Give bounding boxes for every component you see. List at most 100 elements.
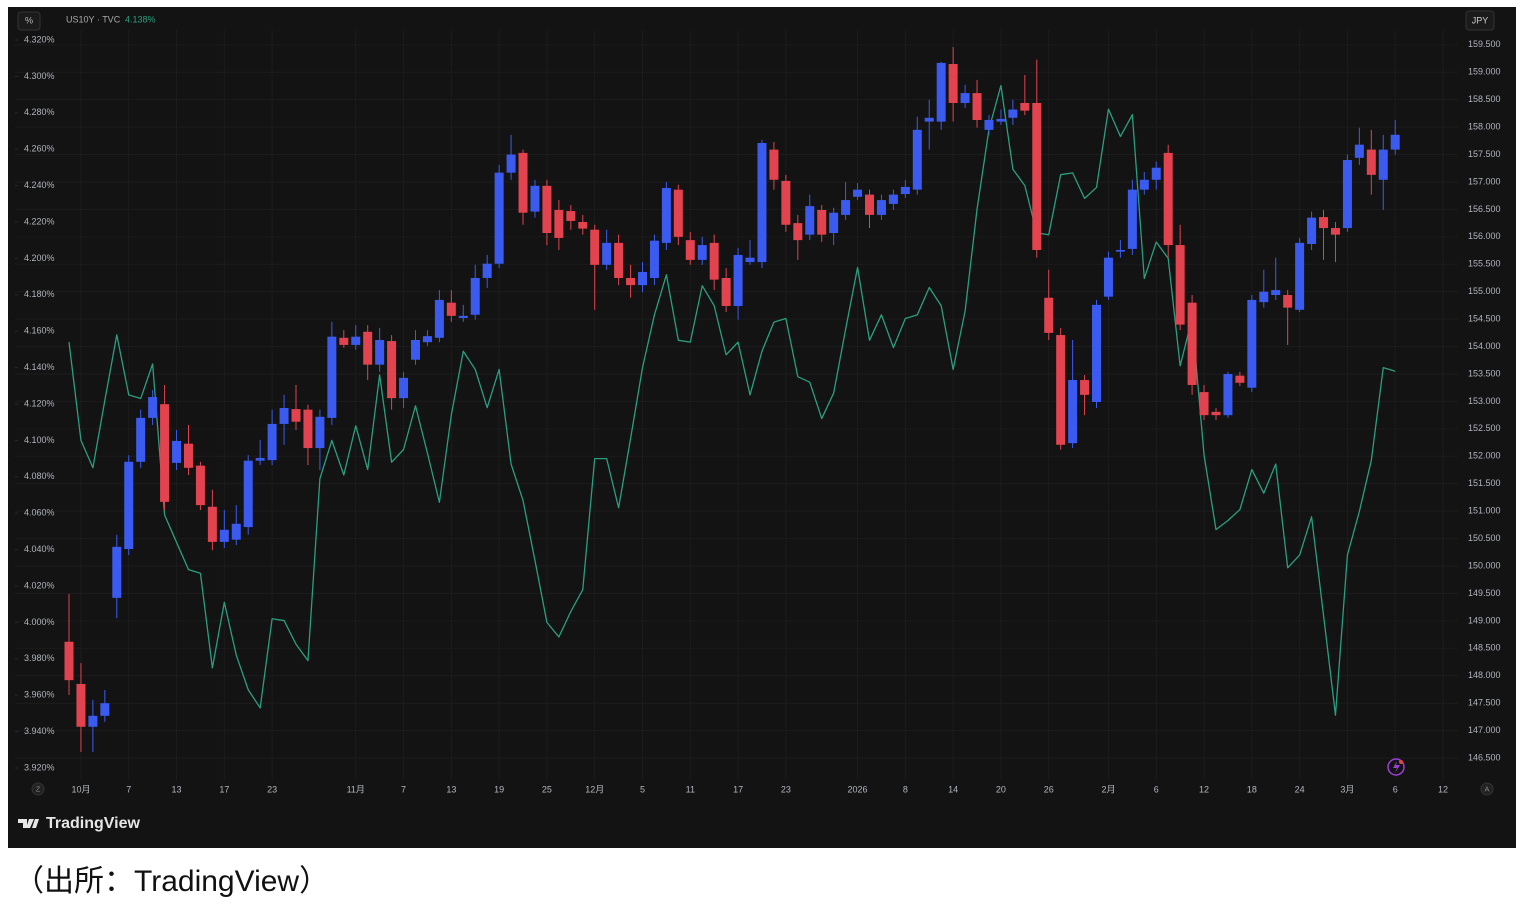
brand-name: TradingView bbox=[46, 815, 141, 832]
y2-tick-label: 147.500 bbox=[1468, 698, 1501, 708]
y2-tick-label: 146.500 bbox=[1468, 752, 1501, 762]
x-tick-label: 6 bbox=[1154, 784, 1159, 794]
candle-body bbox=[530, 185, 540, 212]
chart: % US10Y · TVC 4.138% JPY Z A TradingView… bbox=[15, 10, 1501, 832]
y-tick-label: 3.960% bbox=[24, 690, 55, 700]
y-tick-label: 4.120% bbox=[24, 398, 55, 408]
y2-tick-label: 147.000 bbox=[1468, 725, 1501, 735]
x-tick-label: 2026 bbox=[848, 784, 868, 794]
candle-body bbox=[841, 200, 851, 215]
candle-body bbox=[817, 209, 827, 235]
candle-body bbox=[1259, 291, 1269, 303]
candle-body bbox=[291, 409, 301, 422]
y-tick-label: 4.200% bbox=[24, 253, 55, 263]
x-tick-label: 7 bbox=[126, 784, 131, 794]
candle-body bbox=[243, 460, 253, 528]
brand-logo bbox=[18, 819, 39, 828]
y2-tick-label: 157.000 bbox=[1468, 176, 1501, 186]
candle-body bbox=[1342, 160, 1352, 229]
y-tick-label: 4.300% bbox=[24, 71, 55, 81]
candle-body bbox=[948, 64, 958, 103]
candle-body bbox=[231, 523, 241, 540]
x-tick-label: 24 bbox=[1295, 784, 1305, 794]
y-tick-label: 4.000% bbox=[24, 617, 55, 627]
candle-body bbox=[1378, 149, 1388, 180]
candle-body bbox=[888, 194, 898, 204]
candle-body bbox=[1247, 299, 1257, 388]
candle-body bbox=[136, 417, 146, 462]
candle-body bbox=[1223, 374, 1233, 416]
candle-body bbox=[865, 194, 875, 215]
x-tick-label: 12 bbox=[1438, 784, 1448, 794]
x-tick-label: 13 bbox=[172, 784, 182, 794]
x-tick-label: 6 bbox=[1393, 784, 1398, 794]
y2-tick-label: 158.500 bbox=[1468, 94, 1501, 104]
candle-body bbox=[876, 200, 886, 215]
candle-body bbox=[1295, 242, 1305, 310]
candle-body bbox=[422, 336, 432, 343]
y2-tick-label: 156.000 bbox=[1468, 231, 1501, 241]
candle-body bbox=[1319, 217, 1329, 229]
candle-body bbox=[578, 222, 588, 229]
candle-body bbox=[793, 223, 803, 241]
candle-layer bbox=[64, 47, 1400, 753]
y-tick-label: 3.940% bbox=[24, 726, 55, 736]
scale-button-label[interactable]: Z bbox=[36, 786, 41, 793]
candle-body bbox=[172, 440, 182, 463]
x-tick-label: 11 bbox=[686, 784, 695, 794]
scale-button[interactable] bbox=[1480, 782, 1494, 796]
candle-body bbox=[64, 641, 74, 681]
y-tick-label: 4.220% bbox=[24, 216, 55, 226]
candle-body bbox=[470, 277, 480, 315]
candle-body bbox=[1366, 149, 1376, 175]
source-note: （出所：TradingView） bbox=[14, 865, 330, 898]
candle-body bbox=[1283, 294, 1293, 308]
y-tick-label: 3.920% bbox=[24, 762, 55, 772]
y2-tick-label: 155.500 bbox=[1468, 259, 1501, 269]
candle-body bbox=[446, 302, 456, 316]
candle-body bbox=[1271, 290, 1281, 295]
candle-body bbox=[183, 443, 193, 468]
candle-body bbox=[327, 336, 337, 418]
candle-body bbox=[685, 240, 695, 260]
y-tick-label: 4.280% bbox=[24, 107, 55, 117]
y-tick-label: 4.060% bbox=[24, 508, 55, 518]
x-tick-label: 23 bbox=[267, 784, 277, 794]
y-tick-label: 3.980% bbox=[24, 653, 55, 663]
x-tick-label: 14 bbox=[948, 784, 958, 794]
x-tick-label: 5 bbox=[640, 784, 645, 794]
candle-body bbox=[637, 271, 647, 286]
x-tick-label: 12月 bbox=[585, 784, 604, 794]
candle-body bbox=[410, 339, 420, 360]
y-unit: % bbox=[25, 15, 33, 25]
candle-body bbox=[1307, 217, 1317, 244]
candle-body bbox=[1354, 144, 1364, 158]
candle-body bbox=[590, 229, 600, 265]
line-series bbox=[68, 84, 1396, 716]
candle-body bbox=[542, 185, 552, 233]
candle-body bbox=[267, 423, 277, 461]
candle-body bbox=[339, 337, 349, 345]
candle-body bbox=[996, 118, 1006, 122]
last-value: 4.138% bbox=[125, 14, 156, 24]
y2-tick-label: 153.500 bbox=[1468, 368, 1501, 378]
candle-body bbox=[375, 339, 385, 365]
candle-body bbox=[853, 189, 863, 197]
series-name: US10Y · TVC bbox=[66, 14, 121, 24]
scale-button[interactable] bbox=[31, 782, 45, 796]
x-tick-label: 13 bbox=[446, 784, 456, 794]
candle-body bbox=[1151, 167, 1161, 180]
lightning-icon[interactable] bbox=[1387, 758, 1405, 776]
candle-body bbox=[1092, 304, 1102, 402]
candle-body bbox=[1211, 411, 1221, 416]
scale-button-label[interactable]: A bbox=[1485, 786, 1490, 793]
candle-body bbox=[912, 129, 922, 190]
y2-tick-label: 157.500 bbox=[1468, 149, 1501, 159]
grid bbox=[15, 30, 1458, 780]
x-tick-label: 26 bbox=[1044, 784, 1054, 794]
candle-body bbox=[219, 529, 229, 542]
candle-body bbox=[279, 408, 289, 424]
candle-body bbox=[649, 240, 659, 278]
candle-body bbox=[1330, 228, 1340, 235]
